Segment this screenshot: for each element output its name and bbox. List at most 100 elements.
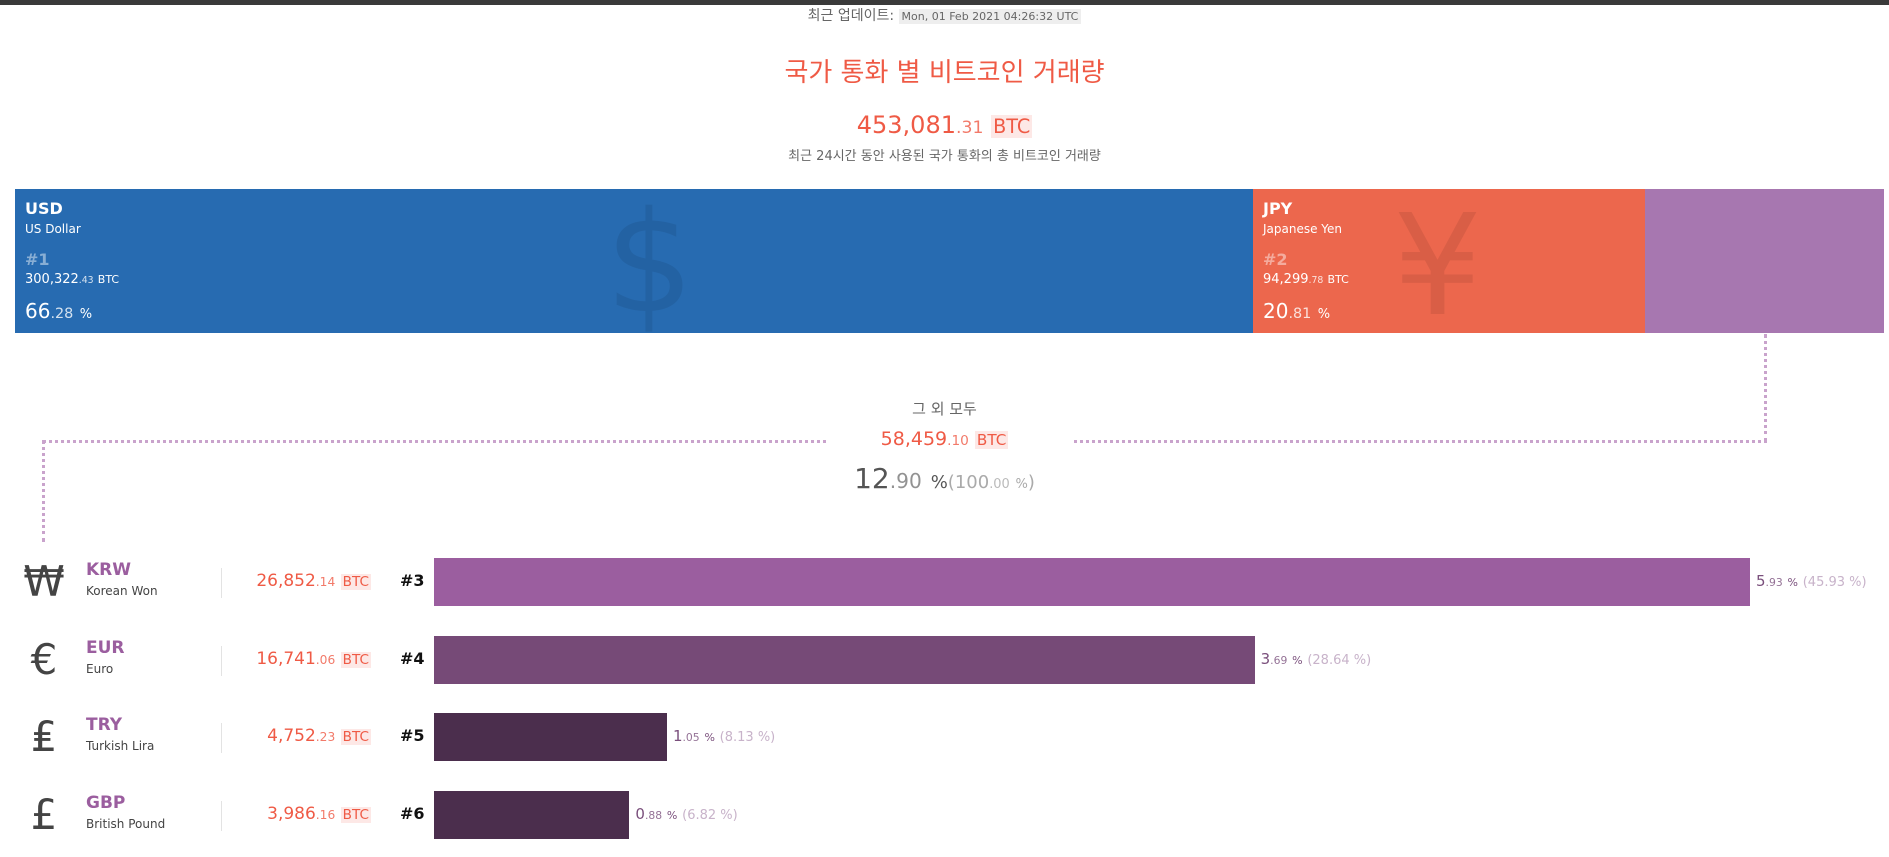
divider: [221, 568, 222, 598]
amount-dec: .14: [315, 575, 336, 589]
pct-sign: %: [666, 808, 678, 822]
segment-code: USD: [25, 199, 63, 218]
total-volume: 453,081.31 BTC: [0, 111, 1889, 139]
others-unit: BTC: [974, 431, 1009, 449]
total-pct-dec: .00: [989, 477, 1010, 492]
amount-int: 300,322: [25, 272, 79, 287]
currency-row-eur[interactable]: € EUR Euro 16,741.06 BTC #4 3.69 % (28.6…: [0, 634, 1889, 684]
segment-rank: #1: [25, 250, 50, 269]
currency-row-krw[interactable]: ₩ KRW Korean Won 26,852.14 BTC #3 5.93 %…: [0, 558, 1889, 606]
last-update: 최근 업데이트: Mon, 01 Feb 2021 04:26:32 UTC: [0, 5, 1889, 25]
segment-jpy[interactable]: ¥ JPY Japanese Yen #2 94,299.78 BTC 20.8…: [1253, 189, 1645, 333]
others-pct-int: 12: [854, 462, 890, 495]
currency-percent: 1.05 % (8.13 %): [673, 727, 775, 745]
others-amount: 58,459.10 BTC: [0, 428, 1889, 450]
others-amt-dec: .10: [947, 433, 969, 449]
currency-code: TRY: [86, 715, 123, 735]
currency-row-try[interactable]: ₤ TRY Turkish Lira 4,752.23 BTC #5 1.05 …: [0, 713, 1889, 761]
pct-dec: .28: [50, 306, 74, 322]
amount-int: 94,299: [1263, 272, 1309, 287]
currency-rank: #5: [400, 726, 425, 745]
subtitle: 최근 24시간 동안 사용된 국가 통화의 총 비트코인 거래량: [788, 149, 1101, 164]
segment-percent: 66.28 %: [25, 299, 1243, 323]
segment-rank: #2: [1263, 250, 1288, 269]
connector-line: [42, 440, 45, 542]
relative-percent: (28.64 %): [1307, 652, 1372, 668]
pct-sign: %: [1292, 653, 1303, 667]
amount-unit: BTC: [340, 651, 371, 668]
pct-int: 5: [1756, 572, 1766, 590]
currency-amount: 3,986.16 BTC: [267, 804, 371, 824]
currency-name: Turkish Lira: [86, 739, 155, 753]
currency-row-gbp[interactable]: £ GBP British Pound 3,986.16 BTC #6 0.88…: [0, 789, 1889, 839]
currency-symbol-icon: €: [30, 634, 58, 684]
divider: [221, 723, 222, 753]
yen-icon: ¥: [1393, 189, 1483, 334]
pct-dec: .88: [644, 808, 663, 822]
pct-sign: %: [1787, 576, 1798, 589]
divider: [221, 800, 222, 831]
others-percent: 12.90 %(100.00 %): [0, 462, 1889, 495]
currency-rank: #4: [400, 648, 425, 668]
others-total-pct: (100.00 %): [948, 472, 1035, 493]
pct-int: 0: [635, 804, 645, 823]
relative-percent: (8.13 %): [719, 730, 776, 745]
currency-rank: #3: [400, 571, 425, 590]
currency-amount: 16,741.06 BTC: [256, 649, 371, 669]
page-title: 국가 통화 별 비트코인 거래량: [784, 58, 1105, 88]
amount-dec: .78: [1308, 275, 1324, 286]
relative-percent: (45.93 %): [1802, 575, 1867, 590]
pct-dec: .05: [682, 731, 700, 744]
segment-code: JPY: [1263, 199, 1293, 218]
paren: (: [947, 472, 955, 493]
pct-sign: %: [704, 731, 715, 744]
segment-usd[interactable]: $ USD US Dollar #1 300,322.43 BTC 66.28 …: [15, 189, 1253, 333]
pct-dec: .81: [1288, 306, 1312, 322]
amount-dec: .16: [315, 807, 336, 822]
amount-unit: BTC: [340, 574, 371, 590]
segment-amount: 94,299.78 BTC: [1263, 272, 1635, 287]
total-unit: BTC: [991, 115, 1033, 138]
others-pct-sign: %: [930, 472, 948, 493]
segment-percent: 20.81 %: [1263, 299, 1635, 323]
connector-line: [43, 440, 826, 443]
currency-code: GBP: [86, 792, 126, 813]
currency-percent: 0.88 % (6.82 %): [635, 805, 737, 823]
amount-dec: .23: [315, 730, 336, 744]
amount-unit: BTC: [1327, 273, 1349, 286]
amount-int: 3,986: [267, 803, 316, 824]
amount-int: 26,852: [256, 571, 316, 591]
update-label: 최근 업데이트:: [807, 8, 895, 24]
amount-dec: .43: [78, 275, 94, 286]
pct-int: 66: [25, 299, 51, 323]
currency-symbol-icon: £: [30, 789, 58, 839]
dollar-icon: $: [605, 189, 695, 334]
divider: [221, 645, 222, 676]
currency-name: Korean Won: [86, 584, 158, 598]
total-dec: .31: [955, 118, 984, 138]
pct-int: 3: [1260, 649, 1271, 668]
share-bar: [434, 790, 630, 839]
segment-others[interactable]: [1645, 189, 1884, 333]
currency-percent: 3.69 % (28.64 %): [1261, 650, 1372, 668]
currency-amount: 26,852.14 BTC: [256, 571, 371, 591]
total-pct-int: 100: [954, 472, 990, 493]
pct-dec: .93: [1765, 576, 1783, 589]
currency-symbol-icon: ₩: [23, 557, 65, 606]
amount-unit: BTC: [97, 273, 120, 286]
currency-name: Euro: [86, 661, 114, 676]
update-timestamp: Mon, 01 Feb 2021 04:26:32 UTC: [898, 9, 1082, 24]
segment-amount: 300,322.43 BTC: [25, 272, 1243, 287]
share-bar: [434, 713, 667, 761]
amount-unit: BTC: [340, 729, 371, 745]
amount-int: 4,752: [267, 726, 316, 746]
currency-name: British Pound: [86, 816, 166, 831]
total-int: 453,081: [856, 111, 956, 139]
segment-name: US Dollar: [25, 222, 81, 236]
currency-symbol-icon: ₤: [30, 712, 58, 761]
connector-line: [1074, 440, 1767, 443]
currency-rank: #6: [400, 803, 425, 823]
others-label: 그 외 모두: [912, 400, 977, 418]
amount-int: 16,741: [256, 648, 316, 669]
share-bar: [434, 558, 1750, 606]
